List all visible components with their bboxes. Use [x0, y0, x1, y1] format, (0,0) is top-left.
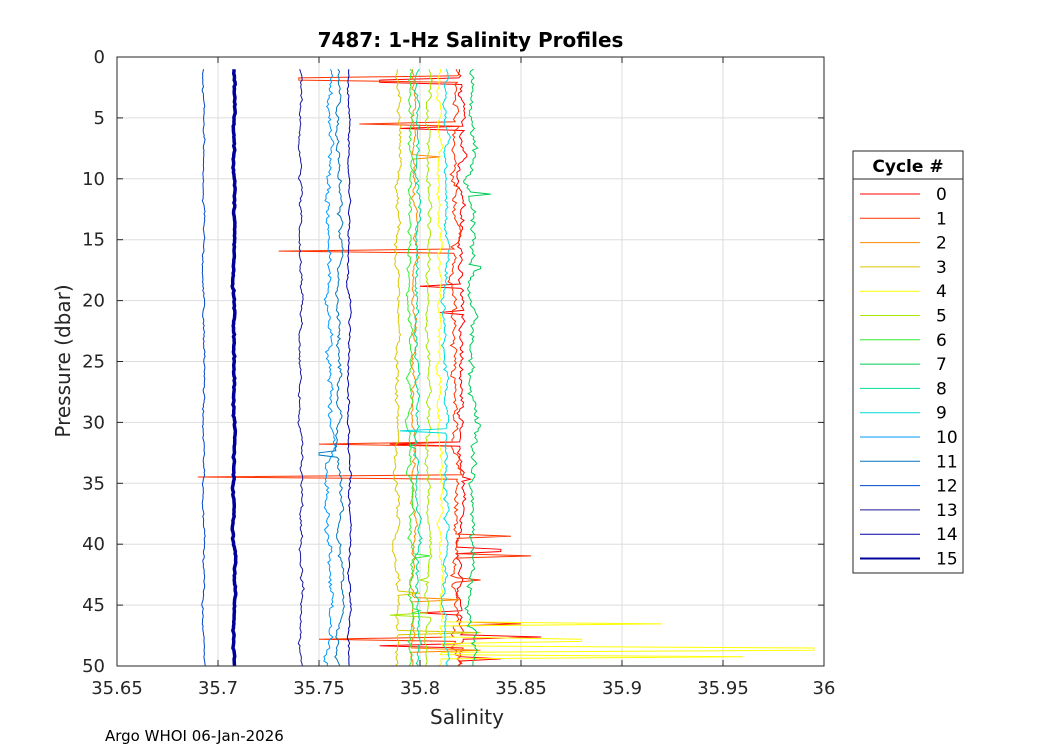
legend-label-cycle-8: 8 [936, 379, 947, 399]
y-tick-label: 30 [82, 412, 105, 433]
legend-label-cycle-2: 2 [936, 234, 947, 254]
series-line-cycle-10 [323, 68, 337, 666]
legend-label-cycle-0: 0 [936, 185, 947, 205]
x-tick-label: 36 [813, 678, 836, 699]
y-tick-label: 45 [82, 595, 105, 616]
y-tick-label: 35 [82, 473, 105, 494]
series-line-cycle-6 [404, 68, 431, 666]
legend-label-cycle-7: 7 [936, 355, 947, 375]
x-axis-label: Salinity [430, 705, 504, 729]
x-tick-label: 35.8 [400, 678, 440, 699]
legend-label-cycle-11: 11 [936, 452, 958, 472]
series-line-cycle-8 [408, 68, 423, 666]
legend-label-cycle-10: 10 [936, 428, 958, 448]
series-line-cycle-14 [345, 69, 352, 666]
x-tick-label: 35.65 [91, 678, 143, 699]
legend-label-cycle-12: 12 [936, 477, 958, 497]
y-tick-label: 15 [82, 230, 105, 251]
axis-ticks: 35.65 35.7 35.75 35.8 35.85 35.9 35.95 36 0 5 10 15… [82, 47, 835, 699]
series-line-cycle-13 [297, 69, 305, 666]
y-tick-label: 10 [82, 169, 105, 190]
legend-label-cycle-9: 9 [936, 404, 947, 424]
x-tick-label: 35.7 [198, 678, 238, 699]
legend-label-cycle-15: 15 [936, 550, 958, 570]
chart-title: 7487: 1-Hz Salinity Profiles [318, 28, 624, 52]
y-tick-label: 5 [94, 108, 105, 129]
x-tick-label: 35.85 [495, 678, 547, 699]
legend-box [852, 150, 964, 574]
legend-title: Cycle # [872, 157, 943, 177]
y-tick-label: 20 [82, 291, 105, 312]
series-line-cycle-0 [379, 69, 542, 666]
series-line-cycle-4 [435, 69, 815, 666]
x-tick-label: 35.75 [293, 678, 345, 699]
x-tick-label: 35.9 [602, 678, 642, 699]
y-tick-label: 25 [82, 352, 105, 373]
series-line-cycle-11 [318, 68, 345, 666]
y-tick-label: 50 [82, 656, 105, 677]
series-line-cycle-15 [230, 69, 238, 666]
legend-label-cycle-1: 1 [936, 209, 947, 229]
y-tick-label: 0 [94, 47, 105, 68]
legend-label-cycle-6: 6 [936, 331, 947, 351]
legend-label-cycle-14: 14 [936, 525, 958, 545]
y-axis-label: Pressure (dbar) [51, 284, 75, 437]
series-line-cycle-12 [201, 69, 206, 666]
legend-label-cycle-13: 13 [936, 501, 958, 521]
series-line-cycle-3 [392, 69, 481, 666]
series-line-cycle-7 [462, 68, 491, 666]
series-line-cycle-9 [399, 69, 451, 666]
y-tick-label: 40 [82, 534, 105, 555]
series-line-cycle-1 [197, 69, 532, 666]
series-line-cycle-5 [389, 69, 434, 666]
legend-label-cycle-4: 4 [936, 282, 947, 302]
legend-label-cycle-5: 5 [936, 307, 947, 327]
series-layer [197, 68, 815, 666]
x-tick-label: 35.95 [697, 678, 749, 699]
legend-label-cycle-3: 3 [936, 258, 947, 278]
footer-credit: Argo WHOI 06-Jan-2026 [105, 727, 284, 745]
